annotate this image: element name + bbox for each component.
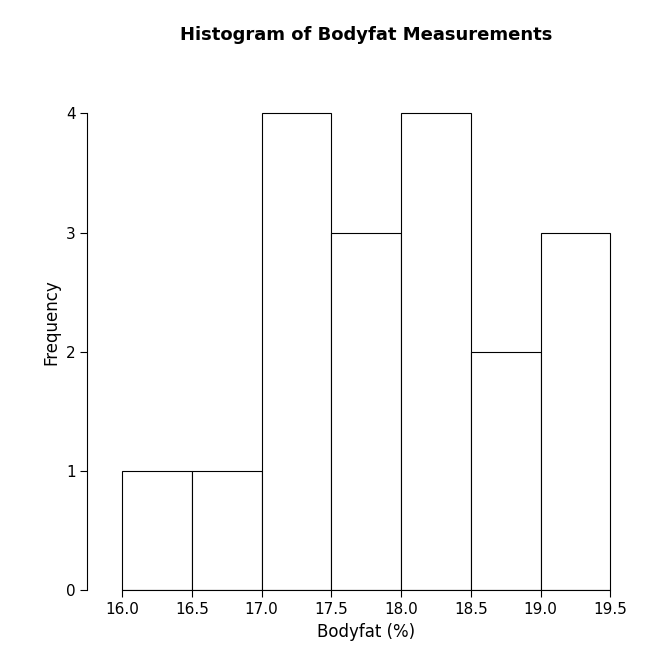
Bar <box>540 233 610 590</box>
Y-axis label: Frequency: Frequency <box>42 279 60 365</box>
Title: Histogram of Bodyfat Measurements: Histogram of Bodyfat Measurements <box>180 25 552 44</box>
X-axis label: Bodyfat (%): Bodyfat (%) <box>317 623 415 641</box>
Bar <box>401 113 471 590</box>
Bar <box>331 233 401 590</box>
Bar <box>471 352 540 590</box>
Bar <box>192 471 261 590</box>
Bar <box>261 113 331 590</box>
Bar <box>122 471 192 590</box>
